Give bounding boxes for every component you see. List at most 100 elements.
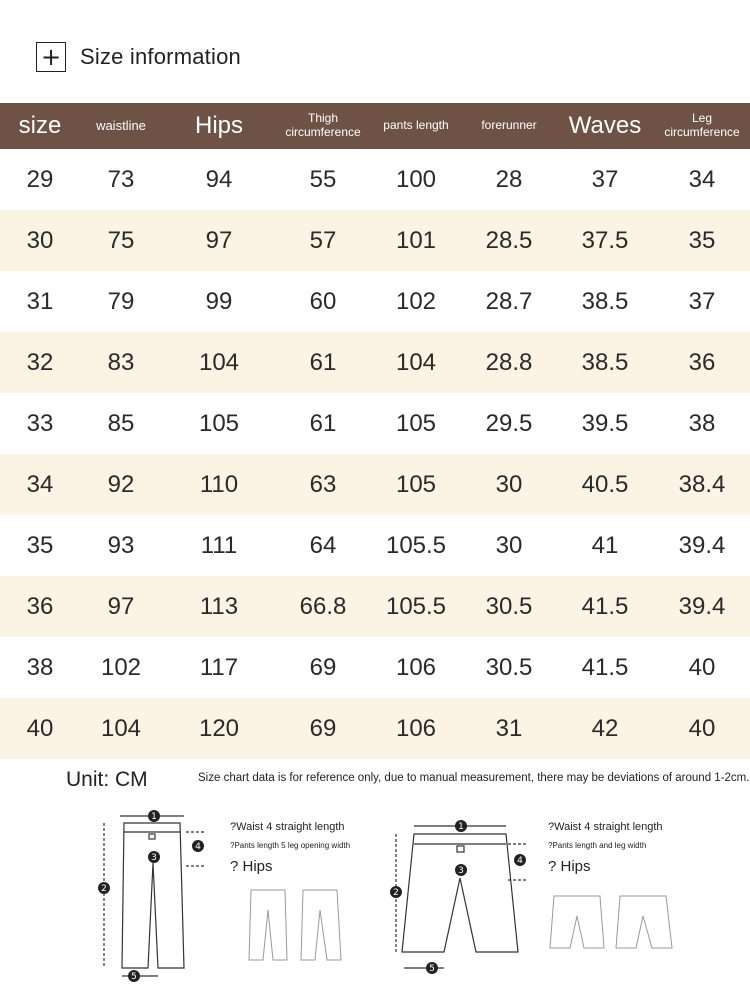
column-header: Waves [568, 112, 642, 140]
table-cell: 94 [205, 165, 233, 193]
table-cell: 102 [100, 653, 142, 681]
marker-label: 5 [429, 964, 435, 974]
section-title: Size information [80, 44, 241, 69]
table-cell: 29.5 [485, 409, 533, 437]
table-cell: 39.4 [678, 592, 726, 620]
table-cell: 39.5 [581, 409, 629, 437]
legend-line: ?Waist 4 straight length [548, 821, 663, 833]
table-row: 31 79 99 60 102 28.7 38.5 37 [0, 271, 750, 332]
table-cell: 61 [309, 409, 337, 437]
table-row: 35 93 111 64 105.5 30 41 39.4 [0, 515, 750, 576]
unit-label: Unit: CM [66, 768, 148, 791]
table-cell: 31 [495, 714, 523, 742]
marker-4 [192, 840, 204, 852]
table-cell: 37 [688, 287, 716, 315]
table-cell: 38 [26, 653, 54, 681]
table-cell: 75 [107, 226, 135, 254]
plus-icon: + [36, 42, 66, 72]
table-cell: 105 [395, 409, 437, 437]
disclaimer-note: Size chart data is for reference only, d… [198, 772, 750, 784]
table-cell: 33 [26, 409, 54, 437]
table-cell: 69 [309, 714, 337, 742]
table-cell: 105.5 [385, 592, 447, 620]
table-cell: 38.5 [581, 287, 629, 315]
measurement-diagrams: 1 2 3 4 5 ?Waist 4 straight length ?Pant… [0, 800, 750, 992]
table-cell: 117 [199, 653, 239, 681]
table-row: 38 102 117 69 106 30.5 41.5 40 [0, 637, 750, 698]
table-cell: 35 [26, 531, 54, 559]
marker-3 [148, 851, 160, 863]
table-cell: 41 [591, 531, 619, 559]
table-cell: 39.4 [678, 531, 726, 559]
marker-label: 4 [517, 856, 523, 866]
column-header: size [18, 112, 62, 140]
marker-2 [98, 882, 110, 894]
table-cell: 106 [395, 714, 437, 742]
table-cell: 30.5 [485, 592, 533, 620]
table-row: 33 85 105 61 105 29.5 39.5 38 [0, 393, 750, 454]
table-row: 40 104 120 69 106 31 42 40 [0, 698, 750, 759]
table-cell: 30 [495, 531, 523, 559]
marker-label: 3 [151, 853, 157, 863]
table-cell: 113 [199, 592, 239, 620]
table-cell: 55 [309, 165, 337, 193]
marker-label: 1 [458, 822, 464, 832]
legend-line: ?Pants length 5 leg opening width [230, 841, 351, 850]
table-cell: 36 [688, 348, 716, 376]
table-cell: 104 [198, 348, 240, 376]
table-cell: 104 [100, 714, 142, 742]
table-cell: 97 [205, 226, 233, 254]
table-header-row: size waistline Hips Thigh circumference … [0, 103, 750, 149]
table-cell: 99 [205, 287, 233, 315]
table-cell: 101 [395, 226, 437, 254]
table-cell: 104 [395, 348, 437, 376]
table-cell: 83 [107, 348, 135, 376]
table-cell: 30.5 [485, 653, 533, 681]
table-cell: 105 [198, 409, 240, 437]
legend-line: ?Waist 4 straight length [230, 821, 345, 833]
table-cell: 28.7 [485, 287, 533, 315]
column-header: pants length [383, 118, 449, 133]
column-header: Hips [194, 112, 243, 140]
shorts-legend: ?Waist 4 straight length ?Pants length a… [548, 821, 663, 875]
column-header: Leg circumference [664, 111, 740, 139]
marker-label: 4 [195, 842, 201, 852]
section-header: + Size information [36, 42, 241, 72]
table-row: 34 92 110 63 105 30 40.5 38.4 [0, 454, 750, 515]
table-cell: 60 [309, 287, 337, 315]
table-cell: 57 [309, 226, 337, 254]
table-cell: 40 [26, 714, 54, 742]
table-cell: 42 [591, 714, 619, 742]
marker-5 [128, 970, 140, 982]
table-cell: 73 [107, 165, 135, 193]
table-cell: 97 [107, 592, 135, 620]
table-cell: 105.5 [385, 531, 447, 559]
table-cell: 106 [395, 653, 437, 681]
long-pants-legend: ?Waist 4 straight length ?Pants length 5… [230, 821, 351, 875]
legend-line: ?Pants length and leg width [548, 841, 647, 850]
table-cell: 35 [688, 226, 716, 254]
table-row: 32 83 104 61 104 28.8 38.5 36 [0, 332, 750, 393]
table-row: 29 73 94 55 100 28 37 34 [0, 149, 750, 210]
table-cell: 36 [26, 592, 54, 620]
column-header: Thigh circumference [285, 111, 361, 139]
table-row: 30 75 97 57 101 28.5 37.5 35 [0, 210, 750, 271]
marker-label: 1 [151, 812, 157, 822]
marker-1 [148, 810, 160, 822]
table-cell: 85 [107, 409, 135, 437]
table-cell: 110 [199, 470, 239, 498]
table-cell: 38 [688, 409, 716, 437]
marker-label: 5 [131, 972, 137, 982]
table-cell: 41.5 [581, 653, 629, 681]
table-cell: 32 [26, 348, 54, 376]
table-cell: 66.8 [299, 592, 347, 620]
table-cell: 31 [26, 287, 54, 315]
table-cell: 41.5 [581, 592, 629, 620]
legend-line: ? Hips [230, 858, 273, 875]
table-cell: 40 [688, 653, 716, 681]
table-cell: 29 [26, 165, 54, 193]
marker-label: 2 [101, 884, 107, 894]
table-cell: 111 [200, 531, 238, 559]
table-row: 36 97 113 66.8 105.5 30.5 41.5 39.4 [0, 576, 750, 637]
table-cell: 63 [309, 470, 337, 498]
